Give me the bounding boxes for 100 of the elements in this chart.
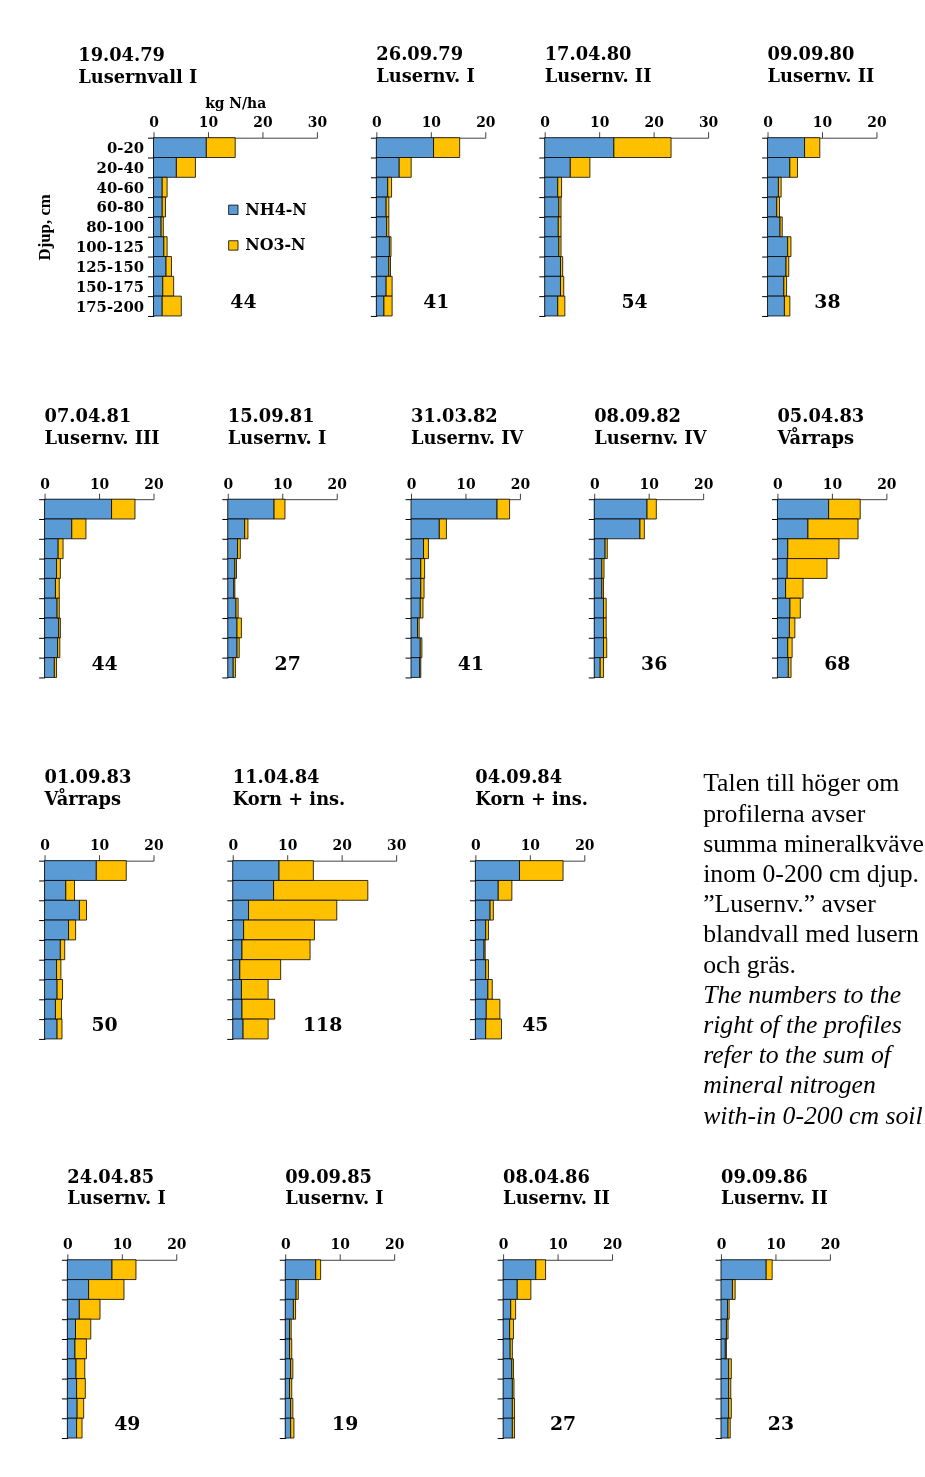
x-tick-label: 10 <box>548 1236 568 1253</box>
x-tick-label: 10 <box>421 114 441 131</box>
chart-title: 07.04.81 <box>44 404 132 426</box>
y-tick-label: 100-125 <box>75 238 145 257</box>
x-tick-label: 20 <box>332 837 352 854</box>
x-tick-label: 10 <box>330 1236 350 1253</box>
x-tick-label: 20 <box>253 114 273 131</box>
text: The numbers to the right of the profiles refer to the sum of mineral nitrogen with-in 0-200 cm soil <box>703 979 923 1130</box>
x-tick-label: 20 <box>510 475 531 492</box>
x-tick-label: 0 <box>40 475 50 492</box>
chart-title: 04.09.84 <box>475 766 563 788</box>
x-tick-label: 0 <box>63 1236 73 1253</box>
x-tick-label: 10 <box>456 475 476 492</box>
annotation: 44 <box>91 651 118 674</box>
x-tick-label: 0 <box>716 1236 727 1253</box>
chart-title: 09.09.85 <box>285 1165 373 1187</box>
annotation: 50 <box>91 1013 118 1035</box>
x-tick-label: 10 <box>766 1236 786 1253</box>
x-tick-label: 30 <box>307 114 328 131</box>
x-tick-label: 0 <box>223 475 234 492</box>
x-tick-label: 0 <box>540 114 551 131</box>
chart-subtitle: Lusernv. I <box>227 426 327 448</box>
y-tick-label: 125-150 <box>75 257 145 276</box>
x-tick-label: 0 <box>149 114 159 131</box>
chart-title: 31.03.82 <box>411 404 498 426</box>
x-tick-label: 20 <box>867 114 887 131</box>
chart-title: 19.04.79 <box>78 44 166 66</box>
chart-title: 01.09.83 <box>44 766 132 788</box>
x-tick-label: 30 <box>386 837 407 854</box>
x-tick-label: 0 <box>406 475 417 492</box>
chart-subtitle: Lusernv. II <box>720 1187 828 1209</box>
x-tick-label: 20 <box>144 475 164 492</box>
x-tick-label: 20 <box>644 114 664 131</box>
y-tick-label: 40-60 <box>96 178 145 197</box>
chart-title: 08.09.82 <box>594 404 681 426</box>
legend-label: NO3-N <box>245 235 306 255</box>
annotation: 68 <box>824 651 851 674</box>
annotation: 49 <box>114 1412 141 1435</box>
annotation: 27 <box>549 1412 577 1435</box>
legend-label: NH4-N <box>245 199 307 219</box>
chart-subtitle: Korn + ins. <box>475 788 588 810</box>
annotation: 41 <box>457 651 484 674</box>
chart-title: 11.04.84 <box>232 766 320 788</box>
chart-title: 24.04.85 <box>67 1165 155 1187</box>
x-tick-label: 30 <box>698 114 719 131</box>
x-tick-label: 0 <box>773 475 783 492</box>
x-tick-label: 10 <box>89 837 110 854</box>
chart-subtitle: Lusernv. IV <box>594 426 708 448</box>
x-tick-label: 0 <box>763 114 773 131</box>
y-tick-label: 175-200 <box>75 297 145 316</box>
x-tick-label: 10 <box>520 837 540 854</box>
x-tick-label: 20 <box>602 1236 623 1253</box>
chart-title: 09.09.80 <box>767 43 855 65</box>
chart-subtitle: Lusernvall I <box>78 66 198 88</box>
text: Talen till höger om profilerna avser summa mineralkväve inom 0-200 cm djup. ”Lusernv.” avser blandvall med lusern och gräs. <box>703 768 924 979</box>
x-tick-label: 0 <box>228 837 239 854</box>
x-tick-label: 0 <box>589 475 600 492</box>
x-tick-label: 20 <box>167 1236 187 1253</box>
chart-subtitle: Lusernv. I <box>67 1187 166 1209</box>
x-tick-label: 20 <box>877 475 897 492</box>
x-tick-label: 0 <box>280 1236 291 1253</box>
y-tick-label: 60-80 <box>96 198 145 217</box>
x-tick-label: 10 <box>89 475 110 492</box>
x-tick-label: 0 <box>498 1236 509 1253</box>
x-tick-label: 20 <box>327 475 347 492</box>
chart-title: 17.04.80 <box>544 43 632 65</box>
y-tick-label: 80-100 <box>86 218 145 237</box>
x-tick-label: 20 <box>694 475 714 492</box>
annotation: 19 <box>332 1412 359 1435</box>
x-tick-label: 10 <box>198 114 219 131</box>
annotation: 27 <box>274 651 301 674</box>
x-tick-label: 10 <box>273 475 293 492</box>
y-tick-label: 150-175 <box>75 277 145 296</box>
x-tick-label: 0 <box>471 837 481 854</box>
x-axis-title: kg N/ha <box>205 95 267 112</box>
annotation: 23 <box>767 1412 794 1435</box>
x-tick-label: 20 <box>144 837 164 854</box>
annotation: 38 <box>814 290 841 313</box>
annotation: 36 <box>641 651 668 674</box>
chart-title: 15.09.81 <box>227 404 315 426</box>
x-tick-label: 20 <box>575 837 595 854</box>
y-tick-label: 0-20 <box>106 139 145 158</box>
y-tick-label: 20-40 <box>96 158 145 177</box>
chart-subtitle: Lusernv. II <box>503 1187 610 1209</box>
chart-subtitle: Lusernv. II <box>767 65 875 87</box>
chart-subtitle: Vårraps <box>776 425 854 448</box>
chart-title: 05.04.83 <box>777 404 865 426</box>
annotation: 45 <box>522 1013 549 1035</box>
annotation: 41 <box>423 290 450 313</box>
chart-subtitle: Lusernv. I <box>285 1187 384 1209</box>
x-tick-label: 10 <box>822 475 843 492</box>
chart-subtitle: Lusernv. II <box>544 65 652 87</box>
annotation: 118 <box>302 1013 343 1035</box>
chart-subtitle: Vårraps <box>43 787 122 810</box>
annotation: 44 <box>230 290 257 313</box>
x-tick-label: 10 <box>278 837 298 854</box>
x-tick-label: 20 <box>476 114 496 131</box>
x-tick-label: 20 <box>385 1236 405 1253</box>
y-axis-title: Djup, cm <box>35 194 55 261</box>
x-tick-label: 0 <box>40 837 50 854</box>
